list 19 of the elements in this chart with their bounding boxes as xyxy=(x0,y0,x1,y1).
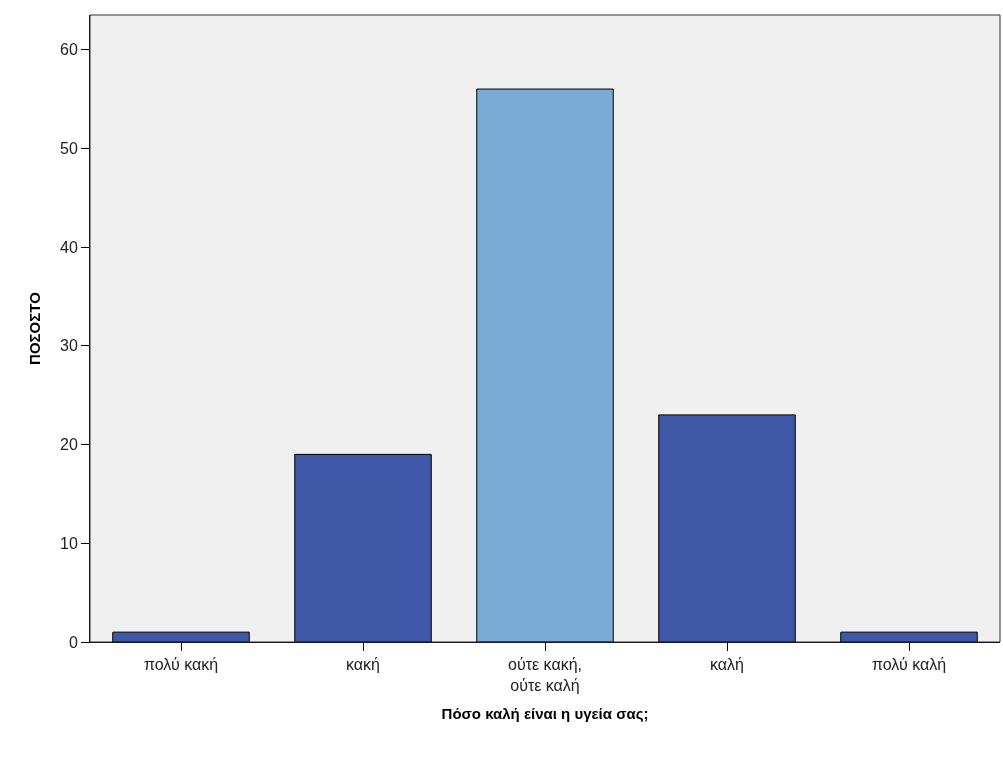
x-axis-title: Πόσο καλή είναι η υγεία σας; xyxy=(441,705,649,722)
y-tick-label: 60 xyxy=(60,41,78,59)
bar xyxy=(112,631,250,642)
x-tick-label: πολύ καλή xyxy=(871,656,947,674)
y-tick-label: 20 xyxy=(60,436,78,454)
x-tick-label: πολύ κακή xyxy=(143,656,219,674)
y-tick-label: 10 xyxy=(60,534,78,552)
x-tick-label: κακή xyxy=(346,656,380,674)
y-tick-label: 40 xyxy=(60,238,78,256)
y-tick-label: 30 xyxy=(60,337,78,355)
bar xyxy=(840,631,978,642)
x-tick-label: ούτε κακή, ούτε καλή xyxy=(508,656,582,694)
x-tick-label: καλή xyxy=(710,656,744,674)
y-tick-label: 0 xyxy=(68,633,78,651)
y-tick-label: 50 xyxy=(60,139,78,157)
bar xyxy=(476,88,614,642)
y-axis-title: ΠΟΣΟΣΤΟ xyxy=(26,291,44,365)
bar xyxy=(294,453,432,642)
bar xyxy=(658,414,796,642)
